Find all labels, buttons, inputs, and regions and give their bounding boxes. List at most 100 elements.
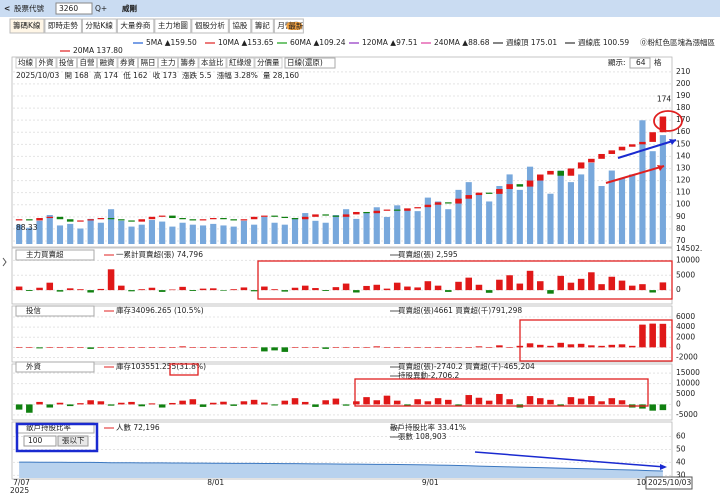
bar <box>148 347 156 348</box>
display-value: 64 <box>636 58 646 67</box>
tab[interactable] <box>116 18 155 34</box>
tab[interactable] <box>154 18 192 34</box>
toolbar-button[interactable]: 紅綠燈 <box>229 57 252 67</box>
toolbar-button[interactable]: 主力 <box>160 57 175 67</box>
y-tick-label: 80 <box>676 224 686 233</box>
panel-select[interactable] <box>15 305 95 317</box>
button[interactable] <box>57 435 89 447</box>
tab[interactable] <box>228 18 252 34</box>
y-tick-label: -2000 <box>676 352 698 361</box>
panel-legend: 一累計買賣超(張) 74,796 <box>116 249 203 259</box>
bar <box>15 286 23 291</box>
toolbar-button[interactable]: 隔日 <box>140 58 155 67</box>
candle <box>608 150 616 154</box>
toolbar-button[interactable]: 分價量 <box>257 58 280 67</box>
search-button[interactable]: Q+ <box>95 4 107 13</box>
volume-bar <box>77 228 84 244</box>
bar <box>475 346 483 348</box>
tab-label[interactable]: 主力地圖 <box>158 20 188 30</box>
panel-select[interactable] <box>15 361 95 373</box>
candle <box>628 144 636 147</box>
volume-bar <box>220 225 227 244</box>
button-label[interactable]: 張以下 <box>62 436 85 445</box>
select[interactable] <box>284 57 336 69</box>
bar <box>373 346 381 348</box>
button-frame <box>56 57 77 69</box>
y-tick-label: 90 <box>676 212 686 221</box>
bar <box>393 400 401 405</box>
bar <box>312 288 319 291</box>
y-tick-label: 6000 <box>676 312 695 321</box>
candle <box>393 209 401 211</box>
toolbar-button[interactable]: 籌券 <box>180 57 195 67</box>
bar <box>455 404 462 407</box>
note-link[interactable]: ⓪粉紅色區塊為漲幅區 <box>640 37 715 47</box>
toolbar-button[interactable]: 投信 <box>59 57 74 67</box>
quote-item: 漲跌 5.5 <box>182 70 212 80</box>
legend-label: 週線頂 175.01 <box>506 37 557 47</box>
tab-label[interactable]: 籌碼K線 <box>13 20 41 30</box>
tab[interactable] <box>9 18 45 34</box>
tab[interactable] <box>44 18 82 34</box>
tab[interactable] <box>191 18 229 34</box>
tab-label[interactable]: 籌記 <box>255 20 270 30</box>
toolbar-button[interactable]: 融資 <box>99 57 114 67</box>
input[interactable] <box>23 435 57 447</box>
toolbar-button[interactable]: 券資 <box>120 57 135 67</box>
bar <box>404 347 411 348</box>
y-tick-label: 180 <box>676 103 691 112</box>
display-input[interactable] <box>629 57 651 69</box>
y-tick-label: 60 <box>676 431 686 440</box>
y-tick-label: 100 <box>676 200 691 209</box>
tab[interactable] <box>81 18 117 34</box>
toolbar-button[interactable]: 自營 <box>79 57 94 67</box>
volume-bar <box>516 189 523 244</box>
toolbar-button[interactable]: 本益比 <box>201 57 224 67</box>
highlight-box <box>169 363 199 376</box>
bar <box>383 288 391 291</box>
tab[interactable] <box>251 18 274 34</box>
bar <box>465 347 473 348</box>
candle <box>516 184 524 187</box>
bar <box>445 399 452 405</box>
bar <box>577 398 585 405</box>
candle <box>77 220 84 222</box>
tab-label[interactable]: 分點K線 <box>85 20 113 30</box>
tab-label[interactable]: 個股分析 <box>195 20 225 30</box>
bar <box>230 404 237 406</box>
code-input[interactable] <box>55 2 93 15</box>
volume-bar <box>547 193 554 244</box>
volume-bar <box>659 135 666 244</box>
tab-label[interactable]: 即時走勢 <box>48 20 78 30</box>
volume-bar <box>567 182 574 244</box>
candle <box>97 218 105 220</box>
bar <box>332 287 340 291</box>
bar <box>322 290 329 292</box>
candle <box>424 204 432 208</box>
button-frame <box>157 57 178 69</box>
bar <box>107 347 115 348</box>
quote-item: 漲幅 3.28% <box>217 70 258 80</box>
bar <box>230 347 237 348</box>
toolbar-button[interactable]: 外資 <box>38 57 53 67</box>
volume-bar <box>159 221 166 244</box>
toolbar-button[interactable]: 均線 <box>18 57 33 67</box>
tab-label[interactable]: 大量券商 <box>120 20 150 30</box>
bar <box>373 284 381 291</box>
candle <box>659 116 667 133</box>
candle <box>445 202 452 204</box>
y-tick-label: 2000 <box>676 332 695 341</box>
tab-label[interactable]: 協股 <box>232 20 247 30</box>
volume-bar <box>465 182 472 244</box>
bar <box>107 269 115 291</box>
volume-bar <box>56 225 64 244</box>
candle <box>271 215 278 217</box>
volume-bar <box>271 222 278 244</box>
candle <box>179 218 186 220</box>
date-box <box>645 476 693 490</box>
candle <box>189 219 197 221</box>
bar <box>608 344 616 348</box>
panel-select[interactable] <box>15 249 95 261</box>
volume-bar <box>108 209 115 244</box>
candle <box>199 219 207 221</box>
